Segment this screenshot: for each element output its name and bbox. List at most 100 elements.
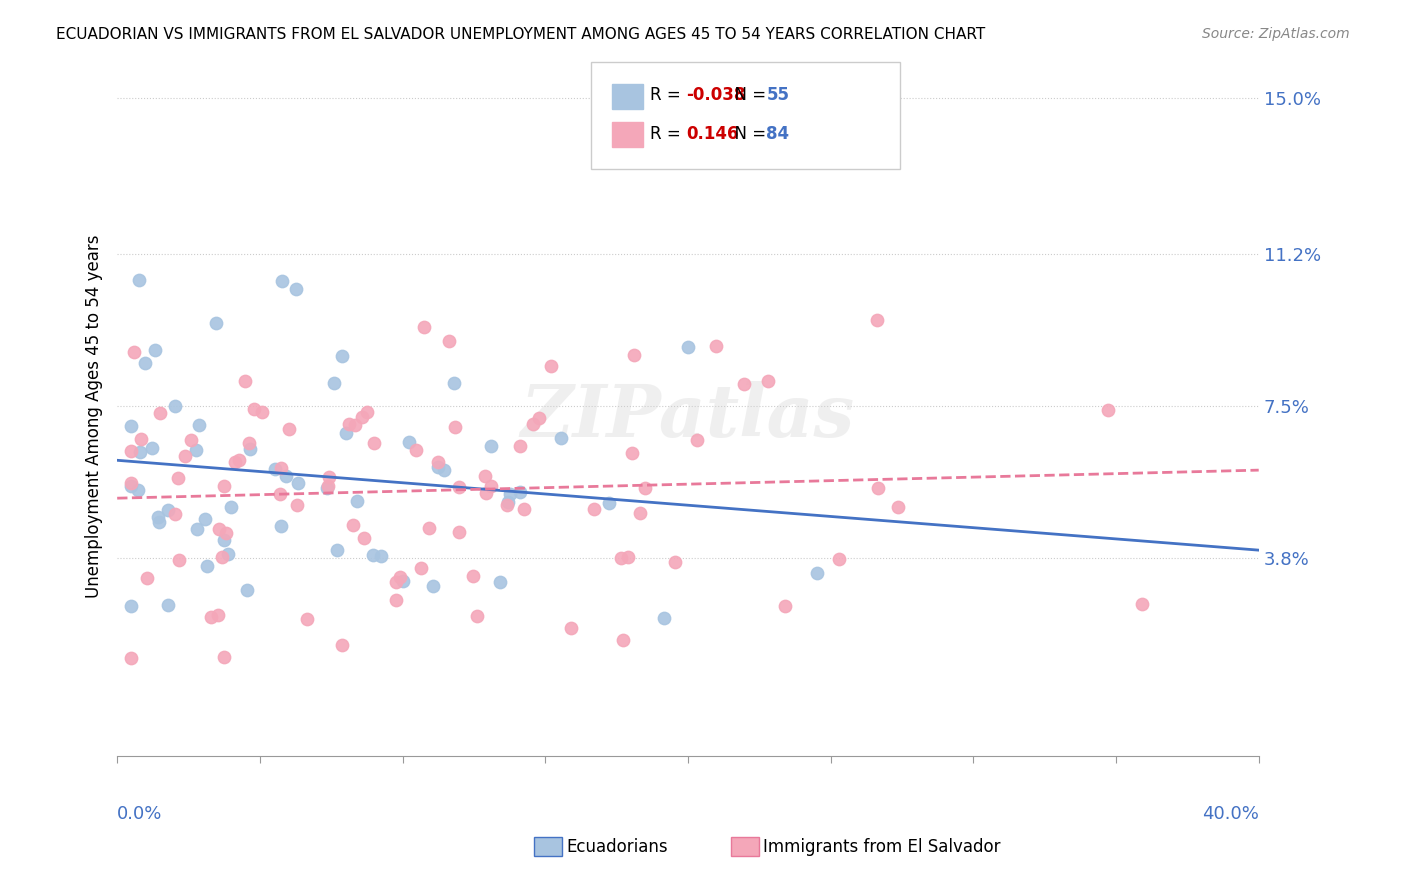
Point xyxy=(120,651,142,665)
Point xyxy=(166,471,188,485)
Point xyxy=(479,479,502,493)
Point xyxy=(733,376,755,391)
Point xyxy=(208,522,231,536)
Point xyxy=(195,558,218,573)
Point xyxy=(353,532,375,546)
Point xyxy=(447,524,470,539)
Y-axis label: Unemployment Among Ages 45 to 54 years: Unemployment Among Ages 45 to 54 years xyxy=(86,235,103,599)
Point xyxy=(617,549,640,564)
Point xyxy=(316,481,339,495)
Point xyxy=(269,486,291,500)
Point xyxy=(495,498,517,512)
Text: N =: N = xyxy=(724,87,772,104)
Point xyxy=(219,500,242,514)
Point xyxy=(509,439,531,453)
Point xyxy=(356,405,378,419)
Point xyxy=(335,426,357,441)
Point xyxy=(337,417,360,431)
Point xyxy=(194,512,217,526)
Point xyxy=(156,503,179,517)
Point xyxy=(318,469,340,483)
Point xyxy=(621,446,644,460)
Point xyxy=(120,479,142,493)
Point xyxy=(134,356,156,370)
Point xyxy=(214,479,236,493)
Point xyxy=(239,442,262,456)
Text: ZIPatlas: ZIPatlas xyxy=(520,381,855,452)
Point xyxy=(773,599,796,613)
Point xyxy=(143,343,166,357)
Text: 40.0%: 40.0% xyxy=(1202,805,1258,822)
Point xyxy=(120,419,142,434)
Point xyxy=(496,494,519,508)
Point xyxy=(120,444,142,458)
Point xyxy=(612,633,634,648)
Point xyxy=(156,598,179,612)
Point xyxy=(463,569,485,583)
Point xyxy=(217,547,239,561)
Point xyxy=(361,548,384,562)
Point xyxy=(418,521,440,535)
Point xyxy=(263,462,285,476)
Point xyxy=(184,442,207,457)
Point xyxy=(499,486,522,500)
Point xyxy=(560,622,582,636)
Point xyxy=(211,550,233,565)
Point xyxy=(322,376,344,391)
Point xyxy=(409,561,432,575)
Point xyxy=(274,468,297,483)
Point xyxy=(127,483,149,497)
Point xyxy=(120,599,142,613)
Point xyxy=(250,404,273,418)
Point xyxy=(270,518,292,533)
Point xyxy=(224,455,246,469)
Point xyxy=(228,452,250,467)
Point xyxy=(270,461,292,475)
Point xyxy=(756,374,779,388)
Point xyxy=(467,608,489,623)
Point xyxy=(287,475,309,490)
Point xyxy=(582,502,605,516)
Point xyxy=(148,515,170,529)
Point xyxy=(443,376,465,390)
Point xyxy=(330,638,353,652)
Point xyxy=(474,468,496,483)
Point xyxy=(1130,597,1153,611)
Point xyxy=(1097,402,1119,417)
Point xyxy=(207,607,229,622)
Point xyxy=(120,476,142,491)
Point xyxy=(165,507,187,521)
Point xyxy=(167,552,190,566)
Point xyxy=(550,431,572,445)
Point xyxy=(488,575,510,590)
Text: ECUADORIAN VS IMMIGRANTS FROM EL SALVADOR UNEMPLOYMENT AMONG AGES 45 TO 54 YEARS: ECUADORIAN VS IMMIGRANTS FROM EL SALVADO… xyxy=(56,27,986,42)
Text: 84: 84 xyxy=(766,125,789,143)
Point xyxy=(128,445,150,459)
Point xyxy=(704,339,727,353)
Text: Immigrants from El Salvador: Immigrants from El Salvador xyxy=(763,838,1001,855)
Point xyxy=(295,612,318,626)
Point xyxy=(447,480,470,494)
Point xyxy=(136,571,159,585)
Point xyxy=(806,566,828,581)
Point xyxy=(685,433,707,447)
Point xyxy=(173,449,195,463)
Point xyxy=(278,422,301,436)
Point xyxy=(350,409,373,424)
Point xyxy=(887,500,910,515)
Point xyxy=(443,420,465,434)
Point xyxy=(285,498,308,512)
Point xyxy=(413,319,436,334)
Point xyxy=(129,432,152,446)
Point xyxy=(432,463,454,477)
Point xyxy=(866,313,889,327)
Point xyxy=(598,496,620,510)
Point xyxy=(141,441,163,455)
Point xyxy=(180,433,202,447)
Point xyxy=(205,316,228,330)
Point xyxy=(513,502,536,516)
Point xyxy=(215,525,238,540)
Point xyxy=(186,522,208,536)
Point xyxy=(540,359,562,374)
Point xyxy=(522,417,544,432)
